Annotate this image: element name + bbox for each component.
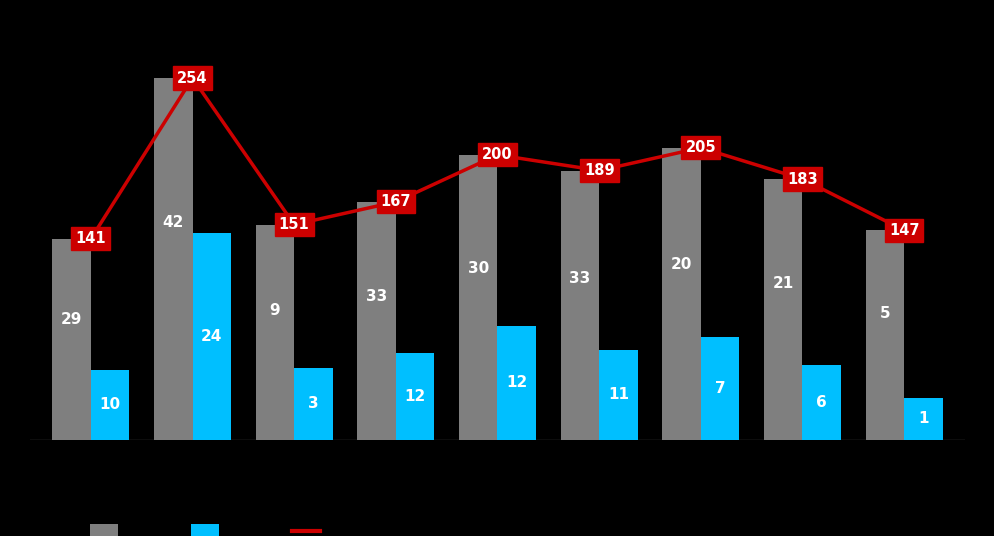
Bar <box>560 170 598 440</box>
Text: 141: 141 <box>76 232 106 247</box>
Text: 200: 200 <box>482 147 512 162</box>
Text: 147: 147 <box>888 223 918 238</box>
Text: 10: 10 <box>99 397 120 412</box>
Legend: , , : , , <box>84 518 338 536</box>
Bar <box>255 225 294 440</box>
Bar <box>90 370 129 440</box>
Text: 21: 21 <box>771 276 793 291</box>
Bar <box>763 179 802 440</box>
Bar <box>52 239 90 440</box>
Text: 33: 33 <box>569 271 589 286</box>
Text: 5: 5 <box>879 307 890 322</box>
Text: 254: 254 <box>177 71 208 86</box>
Bar <box>904 398 942 440</box>
Text: 167: 167 <box>380 195 411 210</box>
Text: 3: 3 <box>308 396 318 411</box>
Bar <box>662 148 700 440</box>
Text: 20: 20 <box>670 257 692 272</box>
Bar <box>497 326 536 440</box>
Text: 12: 12 <box>506 375 527 390</box>
Bar <box>357 202 396 440</box>
Text: 24: 24 <box>201 329 223 344</box>
Text: 1: 1 <box>917 411 927 426</box>
Bar <box>802 365 840 440</box>
Bar <box>294 368 332 440</box>
Text: 183: 183 <box>786 172 817 187</box>
Text: 9: 9 <box>269 303 280 318</box>
Text: 42: 42 <box>162 215 184 230</box>
Text: 7: 7 <box>714 381 725 396</box>
Bar <box>396 353 434 440</box>
Bar <box>154 78 192 440</box>
Text: 12: 12 <box>405 389 425 404</box>
Bar <box>598 350 637 440</box>
Text: 189: 189 <box>583 163 614 178</box>
Text: 29: 29 <box>61 311 83 326</box>
Bar <box>700 337 739 440</box>
Text: 30: 30 <box>467 261 488 276</box>
Text: 151: 151 <box>278 217 309 232</box>
Text: 6: 6 <box>816 395 826 410</box>
Text: 205: 205 <box>685 140 716 155</box>
Bar <box>458 155 497 440</box>
Text: 33: 33 <box>366 289 387 304</box>
Bar <box>865 230 904 440</box>
Bar <box>192 233 231 440</box>
Text: 11: 11 <box>607 387 628 402</box>
